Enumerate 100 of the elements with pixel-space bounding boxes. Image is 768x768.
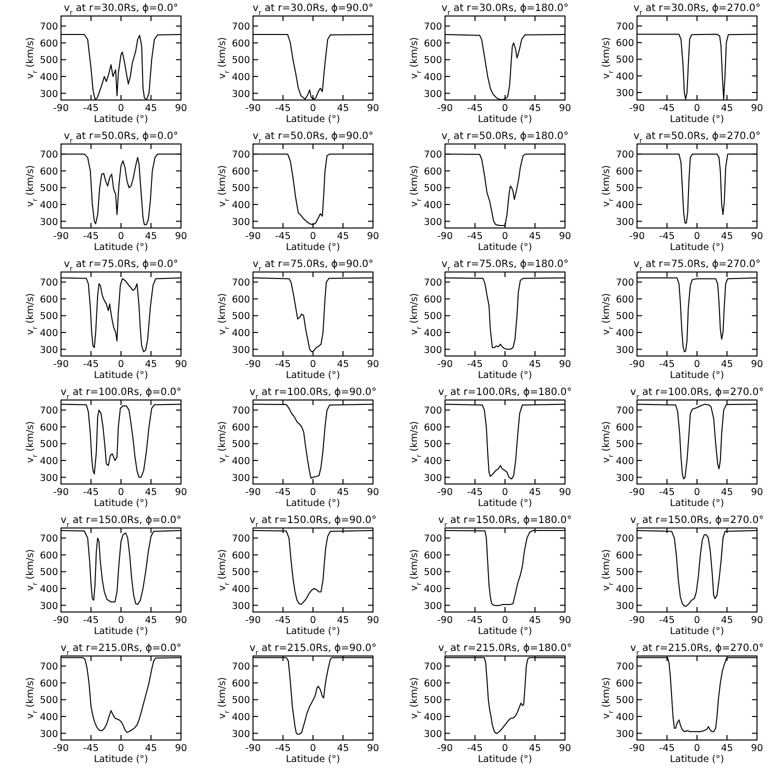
y-tick-label: 600 xyxy=(232,166,250,178)
y-tick-label: 700 xyxy=(232,662,250,673)
x-tick-label: 0 xyxy=(310,743,316,754)
x-tick-label: 45 xyxy=(528,231,542,242)
y-tick-label: 500 xyxy=(232,55,250,66)
y-tick-label: 700 xyxy=(232,534,250,545)
x-tick-label: 45 xyxy=(528,615,542,626)
x-tick-label: -90 xyxy=(53,615,69,626)
y-tick-label: 700 xyxy=(40,278,58,289)
x-tick-label: -90 xyxy=(629,615,645,626)
y-tick-label: 500 xyxy=(40,183,58,194)
y-tick-label: 500 xyxy=(232,439,250,450)
x-tick-label: 0 xyxy=(502,743,508,754)
x-tick-label: 45 xyxy=(336,359,350,370)
chart-title: v$_{r}$ at r=50.0Rs, ϕ=270.0° xyxy=(633,131,761,145)
x-tick-label: -45 xyxy=(83,743,99,754)
y-tick-label: 600 xyxy=(616,294,634,306)
y-tick-label: 300 xyxy=(616,88,634,100)
x-tick-label: -45 xyxy=(467,487,483,498)
x-axis-title: Latitude (°) xyxy=(94,754,148,765)
x-tick-label: 45 xyxy=(336,743,350,754)
x-tick-label: -90 xyxy=(245,743,261,754)
x-tick-label: 45 xyxy=(144,743,158,754)
y-tick-label: 400 xyxy=(616,71,634,82)
x-tick-label: -90 xyxy=(245,615,261,626)
y-tick-label: 400 xyxy=(40,712,58,723)
x-tick-label: 0 xyxy=(502,231,508,242)
y-tick-label: 600 xyxy=(40,422,58,434)
chart-title: v$_{r}$ at r=75.0Rs, ϕ=180.0° xyxy=(441,259,569,273)
x-tick-label: 45 xyxy=(336,103,350,114)
x-tick-label: 45 xyxy=(720,743,734,754)
y-tick-label: 400 xyxy=(424,712,442,723)
y-tick-label: 400 xyxy=(616,584,634,595)
x-tick-label: 0 xyxy=(694,487,700,498)
x-tick-label: 0 xyxy=(118,231,124,242)
x-tick-label: 90 xyxy=(558,359,572,370)
chart-title: v$_{r}$ at r=100.0Rs, ϕ=90.0° xyxy=(249,387,377,401)
y-tick-label: 600 xyxy=(40,678,58,690)
x-tick-label: -45 xyxy=(275,743,291,754)
x-tick-label: 0 xyxy=(310,103,316,114)
chart-title: v$_{r}$ at r=215.0Rs, ϕ=90.0° xyxy=(249,643,377,657)
y-tick-label: 700 xyxy=(616,21,634,32)
y-tick-label: 700 xyxy=(616,150,634,161)
x-tick-label: 90 xyxy=(174,359,188,370)
y-tick-label: 300 xyxy=(232,88,250,100)
x-axis-title: Latitude (°) xyxy=(670,242,724,253)
chart-title: v$_{r}$ at r=50.0Rs, ϕ=90.0° xyxy=(252,131,374,145)
x-tick-label: -45 xyxy=(659,487,675,498)
x-axis-title: Latitude (°) xyxy=(478,370,532,381)
y-tick-label: 400 xyxy=(424,584,442,595)
x-tick-label: -90 xyxy=(629,487,645,498)
x-axis-title: Latitude (°) xyxy=(670,626,724,637)
y-tick-label: 600 xyxy=(40,166,58,178)
x-axis-title: Latitude (°) xyxy=(286,114,340,125)
x-tick-label: 45 xyxy=(528,103,542,114)
y-tick-label: 500 xyxy=(232,311,250,322)
x-tick-label: -45 xyxy=(83,487,99,498)
x-tick-label: 45 xyxy=(144,231,158,242)
y-tick-label: 300 xyxy=(616,472,634,484)
y-tick-label: 300 xyxy=(424,600,442,612)
x-tick-label: -90 xyxy=(437,743,453,754)
x-axis-title: Latitude (°) xyxy=(478,242,532,253)
x-tick-label: 90 xyxy=(750,103,764,114)
y-tick-label: 300 xyxy=(40,472,58,484)
x-axis-title: Latitude (°) xyxy=(670,754,724,765)
y-tick-label: 700 xyxy=(232,22,250,33)
x-tick-label: 0 xyxy=(502,359,508,370)
chart-title: v$_{r}$ at r=75.0Rs, ϕ=90.0° xyxy=(252,259,374,273)
y-tick-label: 400 xyxy=(40,584,58,595)
y-tick-label: 300 xyxy=(40,344,58,356)
y-tick-label: 400 xyxy=(424,72,442,83)
x-tick-label: 90 xyxy=(366,359,380,370)
chart-title: v$_{r}$ at r=50.0Rs, ϕ=0.0° xyxy=(64,131,178,145)
x-tick-label: -90 xyxy=(53,487,69,498)
y-tick-label: 500 xyxy=(616,439,634,450)
x-tick-label: 45 xyxy=(720,231,734,242)
y-tick-label: 500 xyxy=(40,55,58,66)
x-tick-label: 90 xyxy=(558,231,572,242)
y-tick-label: 600 xyxy=(424,550,442,562)
x-tick-label: 90 xyxy=(366,231,380,242)
x-tick-label: 45 xyxy=(528,487,542,498)
chart-title: v$_{r}$ at r=215.0Rs, ϕ=0.0° xyxy=(60,643,182,657)
y-tick-label: 500 xyxy=(232,183,250,194)
x-tick-label: 0 xyxy=(310,487,316,498)
y-tick-label: 400 xyxy=(424,456,442,467)
y-tick-label: 700 xyxy=(232,278,250,289)
y-tick-label: 600 xyxy=(616,550,634,562)
y-tick-label: 400 xyxy=(232,584,250,595)
x-tick-label: -90 xyxy=(437,359,453,370)
x-tick-label: -90 xyxy=(53,103,69,114)
y-tick-label: 700 xyxy=(616,534,634,545)
chart-title: v$_{r}$ at r=100.0Rs, ϕ=270.0° xyxy=(630,387,764,401)
y-tick-label: 300 xyxy=(232,600,250,612)
x-tick-label: 90 xyxy=(558,103,572,114)
chart-title: v$_{r}$ at r=100.0Rs, ϕ=0.0° xyxy=(60,387,182,401)
x-tick-label: 45 xyxy=(720,103,734,114)
y-tick-label: 600 xyxy=(424,38,442,50)
x-axis-title: Latitude (°) xyxy=(286,626,340,637)
y-tick-label: 300 xyxy=(40,728,58,740)
x-tick-label: -90 xyxy=(629,231,645,242)
